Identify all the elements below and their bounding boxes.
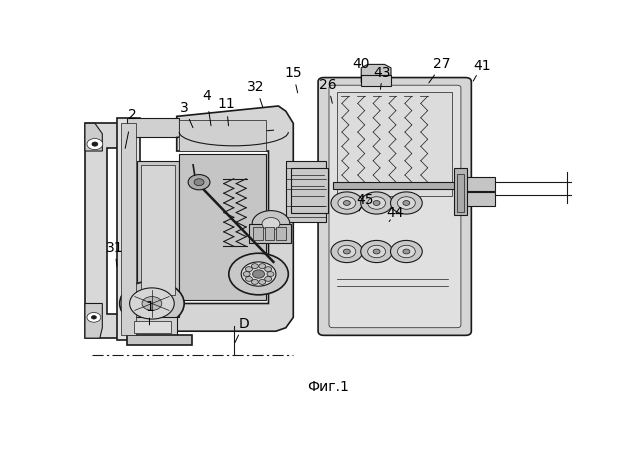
Text: 44: 44 — [386, 207, 404, 220]
Bar — [333, 182, 457, 189]
Circle shape — [361, 192, 392, 214]
Circle shape — [246, 276, 252, 281]
Bar — [141, 165, 175, 295]
Circle shape — [87, 139, 103, 150]
Circle shape — [397, 245, 415, 258]
Circle shape — [259, 279, 266, 284]
Circle shape — [403, 249, 410, 254]
Circle shape — [331, 192, 363, 214]
Bar — [249, 224, 291, 243]
Circle shape — [373, 249, 380, 254]
Circle shape — [120, 281, 184, 326]
Circle shape — [344, 249, 350, 254]
Circle shape — [331, 240, 363, 263]
Bar — [264, 226, 275, 240]
Bar — [454, 168, 467, 215]
Polygon shape — [361, 64, 391, 76]
Circle shape — [253, 270, 264, 278]
FancyBboxPatch shape — [329, 85, 461, 328]
Text: 4: 4 — [202, 89, 211, 103]
Circle shape — [344, 201, 350, 205]
Polygon shape — [177, 106, 293, 331]
Circle shape — [188, 175, 210, 190]
Bar — [127, 297, 179, 317]
Text: 32: 32 — [247, 80, 265, 94]
Text: 31: 31 — [106, 241, 124, 255]
Polygon shape — [85, 123, 102, 151]
Circle shape — [252, 279, 259, 284]
Circle shape — [130, 288, 174, 319]
Bar — [134, 321, 171, 333]
Circle shape — [267, 272, 274, 276]
Circle shape — [390, 240, 422, 263]
Circle shape — [246, 267, 252, 271]
Bar — [276, 226, 286, 240]
Circle shape — [265, 267, 271, 271]
Bar — [179, 154, 266, 300]
Text: 3: 3 — [180, 101, 189, 115]
Circle shape — [390, 192, 422, 214]
Bar — [465, 177, 495, 191]
Text: 15: 15 — [284, 66, 302, 80]
Bar — [127, 317, 177, 337]
Circle shape — [265, 276, 271, 281]
Text: 40: 40 — [353, 58, 370, 72]
Bar — [457, 174, 465, 212]
Bar — [361, 76, 391, 86]
Circle shape — [87, 312, 101, 322]
Circle shape — [397, 197, 415, 209]
Circle shape — [361, 240, 392, 263]
Text: 43: 43 — [374, 66, 391, 80]
Circle shape — [243, 272, 250, 276]
Bar — [117, 118, 140, 340]
Polygon shape — [85, 123, 127, 338]
Bar — [291, 168, 328, 213]
Text: 26: 26 — [319, 78, 337, 92]
Bar — [286, 162, 326, 222]
Text: 1: 1 — [145, 300, 154, 314]
Circle shape — [194, 179, 204, 186]
Text: 11: 11 — [218, 97, 235, 111]
Circle shape — [252, 211, 290, 237]
Text: D: D — [238, 317, 249, 331]
Circle shape — [403, 201, 410, 205]
Bar — [337, 92, 452, 196]
Text: 2: 2 — [128, 108, 136, 122]
Circle shape — [252, 264, 259, 269]
Bar — [465, 192, 495, 206]
Circle shape — [338, 197, 356, 209]
Circle shape — [229, 253, 288, 295]
Circle shape — [241, 262, 276, 286]
Polygon shape — [85, 303, 102, 338]
Bar — [127, 118, 179, 137]
Circle shape — [92, 142, 98, 146]
Bar — [121, 123, 136, 335]
Circle shape — [259, 264, 266, 269]
Bar — [127, 335, 191, 345]
Bar — [137, 162, 179, 298]
Circle shape — [373, 201, 380, 205]
Text: Фиг.1: Фиг.1 — [307, 380, 349, 394]
Bar — [253, 226, 262, 240]
Text: 41: 41 — [473, 59, 491, 73]
Text: 27: 27 — [433, 58, 451, 72]
Bar — [179, 120, 266, 151]
Circle shape — [367, 245, 385, 258]
Circle shape — [262, 217, 280, 230]
Circle shape — [142, 297, 162, 310]
FancyBboxPatch shape — [318, 77, 471, 335]
Circle shape — [92, 315, 97, 319]
Circle shape — [367, 197, 385, 209]
Circle shape — [338, 245, 356, 258]
Text: 45: 45 — [356, 193, 374, 207]
